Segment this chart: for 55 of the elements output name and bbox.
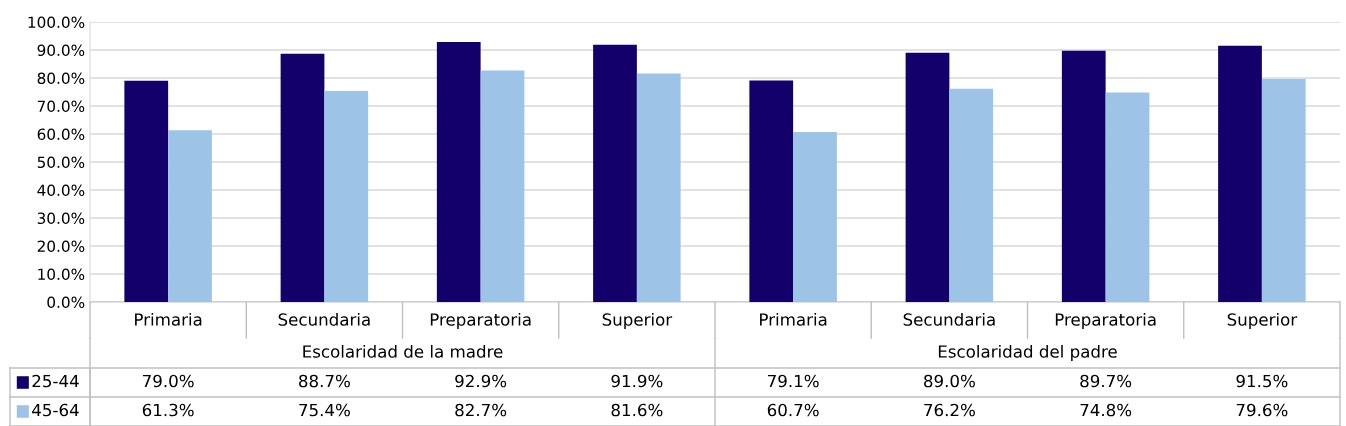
bar [324,90,369,302]
data-label: 92.9% [455,374,507,388]
data-label: 91.9% [611,374,663,388]
data-label: 74.8% [1080,403,1132,417]
data-label: 81.6% [611,403,663,417]
y-tick-label: 0.0% [47,296,85,309]
x-tick-label: Superior [602,312,673,330]
data-label: 79.0% [143,374,194,388]
x-tick-label: Secundaria [278,312,370,326]
x-tick-label: Secundaria [903,312,995,326]
y-tick-label: 80.0% [37,72,85,85]
y-tick-label: 60.0% [37,128,85,141]
data-label: 89.7% [1080,374,1132,388]
x-tick-label: Superior [1227,312,1298,330]
bar [949,88,994,302]
legend-label: 25-44 [32,374,79,388]
data-label: 89.0% [924,374,975,388]
bar [280,53,325,302]
data-label: 79.6% [1236,403,1288,417]
data-label: 75.4% [299,403,350,417]
text: Escolaridad del padre [938,344,1117,362]
bar [1261,79,1306,302]
y-tick-label: 50.0% [37,156,85,169]
bar [1218,45,1262,302]
bar [793,132,837,302]
y-tick-label: 40.0% [37,184,85,197]
data-label: 61.3% [142,403,194,417]
x-tick-label: Preparatoria [430,312,531,330]
bar [124,80,169,302]
data-label: 76.2% [924,403,975,417]
data-label: 82.7% [455,403,507,417]
bar [1061,50,1106,302]
y-tick-label: 30.0% [37,212,85,225]
bar [636,73,681,302]
data-label: 60.7% [767,403,819,417]
y-tick-label: 10.0% [38,268,85,281]
x-tick-label: Primaria [760,312,827,326]
data-label: 91.5% [1236,374,1288,388]
bar [168,130,212,302]
bar [593,44,637,302]
x-tick-label: Preparatoria [1055,312,1156,330]
bar [1105,92,1150,302]
bar [480,70,525,302]
text: Escolaridad de la madre [303,344,503,358]
y-tick-label: 70.0% [37,100,85,113]
y-tick-label: 20.0% [37,240,85,253]
bar [905,52,950,302]
data-label: 79.1% [768,374,819,388]
x-tick-label: Primaria [135,312,202,326]
y-tick-label: 90.0% [37,44,85,57]
bar [436,41,481,302]
legend-label: 45-64 [32,403,79,417]
data-label: 88.7% [299,374,350,388]
bar [749,80,794,302]
y-tick-label: 100.0% [28,16,85,29]
